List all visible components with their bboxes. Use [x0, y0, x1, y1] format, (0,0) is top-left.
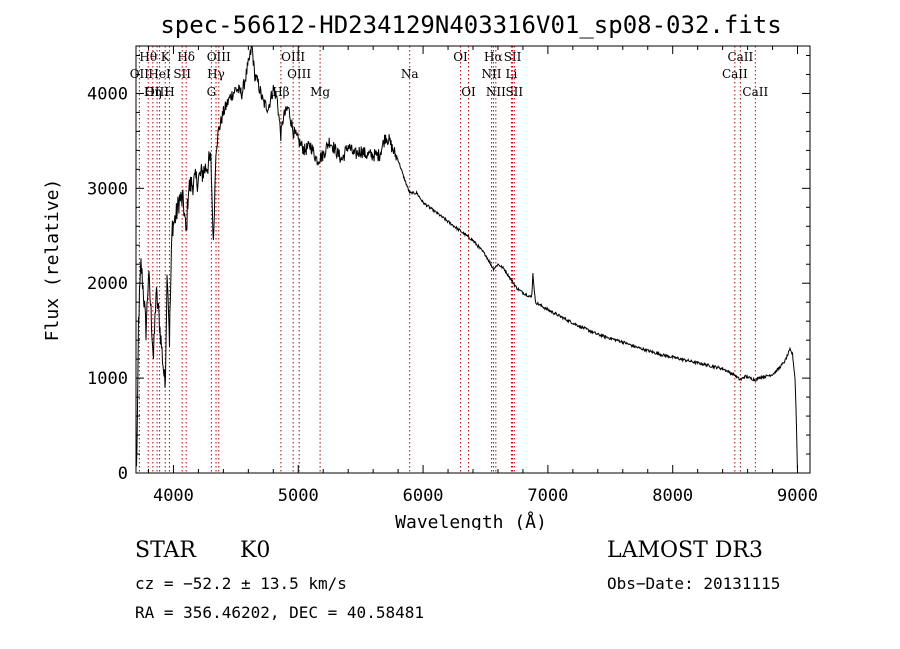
redshift-velocity: cz = −52.2 ± 13.5 km/s: [135, 574, 347, 593]
line-label: OIII: [287, 67, 311, 81]
line-label: Li: [506, 67, 518, 81]
line-label: OIII: [207, 50, 231, 64]
line-label: HeI: [148, 67, 171, 81]
y-tick-label: 4000: [87, 84, 128, 104]
y-tick-label: 2000: [87, 274, 128, 294]
plot-frame: [135, 45, 811, 474]
x-tick-label: 4000: [153, 486, 194, 506]
line-label: CaII: [727, 50, 753, 64]
y-tick-label: 1000: [87, 369, 128, 389]
line-label: G: [207, 85, 217, 99]
line-label: CaII: [722, 67, 748, 81]
line-label: NII: [481, 67, 501, 81]
chart-title: spec-56612-HD234129N403316V01_sp08-032.f…: [160, 11, 781, 39]
line-label: Hθ: [139, 50, 157, 64]
flux-series-line: [135, 45, 798, 474]
x-tick-label: 6000: [403, 486, 444, 506]
survey-name: LAMOST DR3: [607, 538, 763, 563]
x-tick-label: 5000: [278, 486, 319, 506]
y-axis-label: Flux (relative): [42, 179, 63, 342]
ra-dec-coordinates: RA = 356.46202, DEC = 40.58481: [135, 603, 424, 622]
x-tick-label: 9000: [777, 486, 818, 506]
y-tick-label: 0: [118, 464, 128, 484]
axis-ticks: 4000 5000 6000 7000 8000 9000 0 1000 2000 3000 400…: [87, 46, 818, 506]
line-label: Hδ: [177, 50, 195, 64]
line-label: SII: [505, 85, 523, 99]
x-tick-label: 7000: [527, 486, 568, 506]
y-tick-label: 3000: [87, 179, 128, 199]
line-label: OIII: [281, 50, 305, 64]
line-label: Hγ: [207, 67, 225, 81]
line-label: H: [164, 85, 174, 99]
line-label: Hη: [144, 85, 162, 99]
line-label: Mg: [310, 85, 330, 99]
line-label: CaII: [742, 85, 768, 99]
line-label: K: [161, 50, 171, 64]
line-label: Na: [401, 67, 419, 81]
line-label: OIII: [145, 85, 169, 99]
line-label: SII: [173, 67, 191, 81]
spectral-subclass: K0: [240, 538, 271, 563]
line-label: OI: [453, 50, 468, 64]
line-label: SII: [504, 50, 522, 64]
object-class: STAR: [135, 538, 196, 563]
spectrum-chart: spec-56612-HD234129N403316V01_sp08-032.f…: [42, 11, 818, 530]
observation-date: Obs−Date: 20131115: [607, 574, 781, 593]
line-label: OI: [461, 85, 476, 99]
x-tick-label: 8000: [652, 486, 693, 506]
line-label: NII: [486, 85, 506, 99]
line-label: Hα: [484, 50, 503, 64]
x-axis-label: Wavelength (Å): [395, 511, 547, 530]
